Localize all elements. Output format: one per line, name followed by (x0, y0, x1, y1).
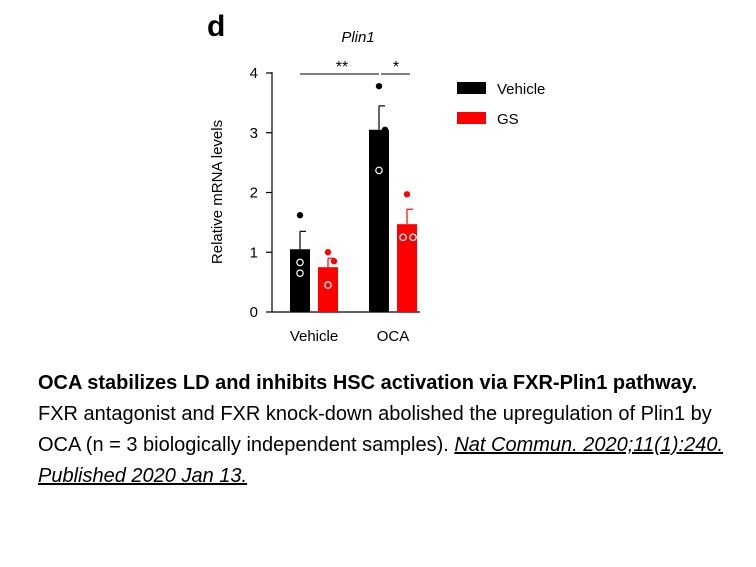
y-tick-label: 2 (250, 185, 258, 202)
bar (290, 249, 310, 312)
bar (318, 267, 338, 312)
data-point (324, 249, 332, 256)
bars (290, 105, 417, 312)
data-point (296, 269, 304, 277)
figure-caption: OCA stabilizes LD and inhibits HSC activ… (38, 368, 738, 492)
y-tick-label: 4 (250, 65, 258, 82)
x-tick-label: OCA (377, 328, 410, 345)
legend-swatch (457, 112, 486, 124)
legend-label: GS (497, 111, 519, 128)
significance-label: * (393, 59, 399, 76)
legend-label: Vehicle (497, 81, 545, 98)
data-point (330, 258, 338, 265)
caption-title: OCA stabilizes LD and inhibits HSC activ… (38, 372, 698, 394)
legend: Vehicle GS (457, 81, 545, 128)
data-point (399, 233, 407, 242)
y-tick-label: 0 (250, 304, 258, 321)
legend-swatch (457, 82, 486, 94)
data-point (403, 191, 411, 198)
significance-label: ** (336, 59, 348, 76)
data-point (381, 126, 389, 133)
significance-annotations: ** * (300, 59, 410, 76)
caption-body: FXR antagonist and FXR knock-down abolis… (38, 403, 712, 456)
panel-label: d (207, 10, 225, 43)
data-point (296, 212, 304, 219)
bar-chart: d Plin1 Relative mRNA levels 0 1 2 3 4 Vehicl… (207, 10, 545, 345)
data-point (324, 281, 332, 289)
data-point (296, 258, 304, 267)
x-tick-label: Vehicle (290, 328, 338, 345)
chart-title: Plin1 (341, 29, 374, 46)
data-point (409, 233, 417, 242)
citation-link[interactable]: Nat Commun. 2020;11(1):240. Published 20… (38, 434, 724, 487)
y-tick-label: 1 (250, 244, 258, 261)
data-points (296, 82, 417, 289)
data-point (375, 82, 383, 90)
bar (369, 129, 389, 312)
y-axis-label: Relative mRNA levels (209, 120, 226, 264)
y-tick-label: 3 (250, 125, 258, 142)
bar (397, 224, 417, 312)
data-point (375, 166, 383, 175)
